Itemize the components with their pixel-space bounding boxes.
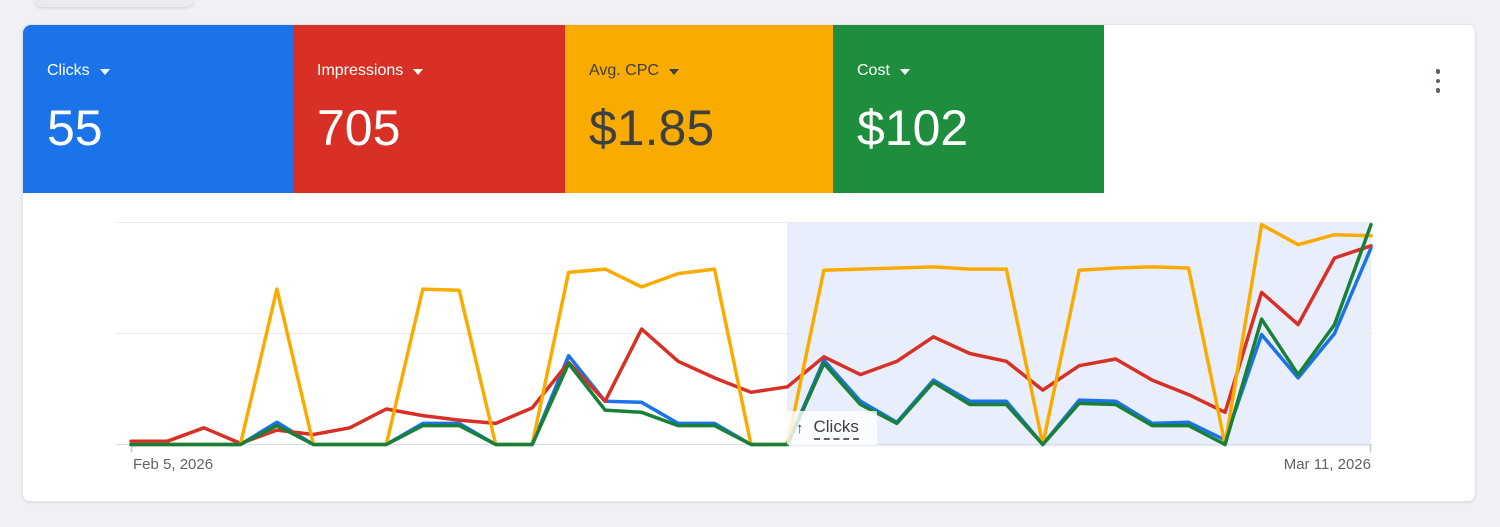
chevron-down-icon [413, 69, 424, 75]
scorecard-label: Avg. CPC [589, 62, 659, 79]
scorecard-impressions-dropdown[interactable]: Impressions [317, 61, 565, 81]
series-line-cost [129, 222, 1373, 447]
scorecard-avg-cpc[interactable]: Avg. CPC $1.85 [565, 25, 833, 193]
performance-timeseries-chart[interactable]: Feb 5, 2026 Mar 11, 2026 [23, 215, 1477, 507]
scorecard-label: Clicks [47, 62, 90, 79]
scorecard-value: $1.85 [589, 100, 715, 156]
kebab-menu-icon [1435, 69, 1441, 74]
scorecard-label: Impressions [317, 62, 404, 79]
scorecard-impressions[interactable]: Impressions 705 [293, 25, 565, 193]
arrow-up-icon: ↑ [796, 419, 804, 437]
scorecard-row: Clicks 55 Impressions 705 Avg. CPC $1.85 [23, 25, 1104, 193]
chevron-down-icon [899, 69, 910, 75]
scorecard-value: 705 [317, 100, 401, 156]
scorecard-value: $102 [857, 100, 969, 156]
scorecard-value: 55 [47, 100, 103, 156]
scorecard-cost[interactable]: Cost $102 [833, 25, 1104, 193]
scorecard-avg-cpc-dropdown[interactable]: Avg. CPC [589, 61, 833, 81]
tooltip-metric-label: Clicks [813, 417, 859, 440]
scorecard-cost-dropdown[interactable]: Cost [857, 61, 1104, 81]
highlight-region [787, 222, 1371, 447]
overflow-menu-button[interactable] [1421, 59, 1455, 103]
series-layer [129, 222, 1373, 447]
chevron-down-icon [668, 69, 679, 75]
scorecard-label: Cost [857, 62, 890, 79]
scorecard-clicks[interactable]: Clicks 55 [23, 25, 293, 193]
overview-performance-card: Clicks 55 Impressions 705 Avg. CPC $1.85 [22, 24, 1476, 502]
series-line-impressions [129, 244, 1373, 446]
scorecard-clicks-dropdown[interactable]: Clicks [47, 61, 293, 81]
x-axis-label-end: Mar 11, 2026 [1284, 456, 1371, 473]
chevron-down-icon [99, 69, 110, 75]
chart-tooltip: ↑ Clicks [787, 411, 877, 445]
x-axis-label-start: Feb 5, 2026 [133, 456, 213, 473]
collapsed-panel-edge [35, 0, 193, 7]
